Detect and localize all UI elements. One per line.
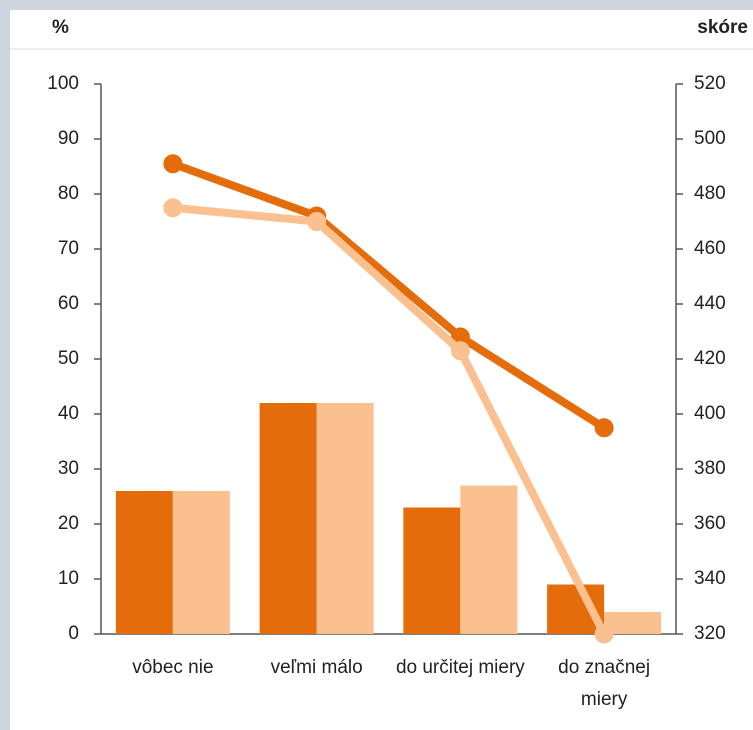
y-tick-label: 70 (58, 238, 79, 259)
y-tick-label: 0 (68, 623, 79, 644)
bar (259, 403, 317, 634)
y2-tick-label: 520 (694, 73, 726, 94)
bar (403, 507, 461, 634)
y2-axis-label: skóre (697, 17, 748, 38)
x-tick-label: do značnej miery (558, 657, 651, 710)
bar (460, 485, 518, 634)
y2-tick-label: 460 (694, 238, 726, 259)
line (172, 203, 608, 636)
bar (115, 491, 173, 634)
y-tick-label: 90 (58, 128, 79, 149)
y2-tick-label: 480 (694, 183, 726, 204)
y2-tick-label: 420 (694, 348, 726, 369)
y2-tick-label: 400 (694, 403, 726, 424)
x-tick-label: do určitej miery (395, 657, 525, 678)
line-marker (594, 624, 614, 644)
bar (172, 491, 230, 634)
y-tick-label: 50 (58, 348, 79, 369)
y-tick-label: 10 (58, 568, 79, 589)
y-tick-label: 40 (58, 403, 79, 424)
line-marker (450, 341, 470, 361)
y-axis-label: % (52, 17, 69, 38)
line-marker (594, 418, 614, 438)
y-tick-label: 100 (47, 73, 79, 94)
y2-tick-label: 440 (694, 293, 726, 314)
bar (604, 612, 662, 634)
y2-tick-label: 340 (694, 568, 726, 589)
y-tick-label: 20 (58, 513, 79, 534)
y-tick-label: 60 (58, 293, 79, 314)
y2-tick-label: 380 (694, 458, 726, 479)
line-marker (163, 154, 183, 174)
y2-tick-label: 360 (694, 513, 726, 534)
x-tick-label: veľmi málo (270, 657, 363, 678)
y2-tick-label: 500 (694, 128, 726, 149)
x-tick-label: vôbec nie (132, 657, 214, 678)
y2-tick-label: 320 (694, 623, 726, 644)
line-marker (307, 212, 327, 231)
bar (316, 403, 374, 634)
y-tick-label: 30 (58, 458, 79, 479)
line-marker (163, 198, 183, 218)
y-tick-label: 80 (58, 183, 79, 204)
line (171, 159, 607, 432)
